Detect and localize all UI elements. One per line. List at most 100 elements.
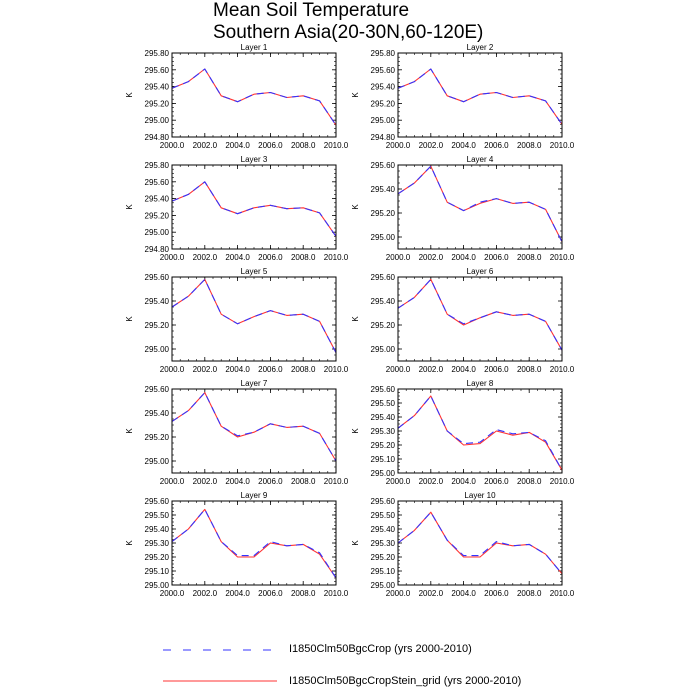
panel-5-xtick-label: 2002.0 <box>193 365 218 374</box>
panel-7-xtick-label: 2004.0 <box>225 477 250 486</box>
panel-9-series-stein-grid <box>171 508 337 579</box>
panel-6: Layer 6 K 295.00 295.20 295.40 295.60 2000.0 20… <box>351 267 575 374</box>
panel-5: Layer 5 K 295.00 295.20 295.40 295.60 2000.0 20… <box>125 267 349 374</box>
panel-9-xtick-label: 2010.0 <box>324 589 349 598</box>
panel-10-series-stein-grid <box>397 511 563 575</box>
panel-3-series-stein-grid <box>171 181 337 237</box>
panel-2-ytick-label: 295.80 <box>371 49 396 58</box>
panel-6-frame <box>397 276 563 362</box>
panel-4: Layer 4 K 295.00 295.20 295.40 295.60 2000.0 20… <box>351 155 575 262</box>
panel-3-xtick-label: 2008.0 <box>291 253 316 262</box>
panel-10-xtick-label: 2008.0 <box>517 589 542 598</box>
panel-2-xtick-label: 2010.0 <box>550 141 575 150</box>
panel-3-xtick-label: 2004.0 <box>225 253 250 262</box>
panel-6-xtick-label: 2000.0 <box>386 365 411 374</box>
panel-10-ytick-label: 295.50 <box>371 511 396 520</box>
panel-5-ytick-label: 295.40 <box>145 297 170 306</box>
panel-8-title: Layer 8 <box>467 379 494 388</box>
panel-1-title: Layer 1 <box>241 43 268 52</box>
panel-1-ytick-label: 295.00 <box>145 116 170 125</box>
panel-6-ytick-label: 295.40 <box>371 297 396 306</box>
panel-3-xtick-label: 2000.0 <box>160 253 185 262</box>
panel-1-xtick-label: 2004.0 <box>225 141 250 150</box>
panel-4-ytick-label: 295.20 <box>371 209 396 218</box>
figure-title-line-1: Mean Soil Temperature <box>213 0 410 21</box>
panel-3-ytick-label: 295.20 <box>145 211 170 220</box>
panel-10-series-crop <box>397 511 563 575</box>
panel-7-ytick-label: 295.20 <box>145 433 170 442</box>
panel-6-xtick-label: 2006.0 <box>484 365 509 374</box>
panel-10-ylabel: K <box>351 540 360 546</box>
panel-8-ytick-label: 295.40 <box>371 413 396 422</box>
panel-3-ytick-label: 294.80 <box>145 245 170 254</box>
panel-1-xtick-label: 2002.0 <box>193 141 218 150</box>
panel-3-xtick-label: 2002.0 <box>193 253 218 262</box>
panel-10-ytick-label: 295.60 <box>371 497 396 506</box>
panel-9-ytick-label: 295.30 <box>145 539 170 548</box>
panel-5-xtick-label: 2010.0 <box>324 365 349 374</box>
legend-label-stein-grid: I1850Clm50BgcCropStein_grid (yrs 2000-20… <box>289 675 522 687</box>
panel-10-ytick-label: 295.10 <box>371 567 396 576</box>
panel-10-frame <box>397 500 563 586</box>
panel-6-xtick-label: 2002.0 <box>419 365 444 374</box>
panel-9-ytick-label: 295.50 <box>145 511 170 520</box>
panel-9-xtick-label: 2000.0 <box>160 589 185 598</box>
panel-8-xtick-label: 2004.0 <box>451 477 476 486</box>
panel-5-ylabel: K <box>125 316 134 322</box>
panel-1: Layer 1 K 294.80 295.00 295.20 295.40 295.60 29… <box>125 43 349 150</box>
panel-9-ylabel: K <box>125 540 134 546</box>
panel-10-title: Layer 10 <box>464 491 496 500</box>
panel-6-series-stein-grid <box>397 278 563 351</box>
panel-4-ytick-label: 295.60 <box>371 161 396 170</box>
panel-8-series-crop <box>397 395 563 471</box>
panel-3-xtick-label: 2010.0 <box>324 253 349 262</box>
panel-4-frame <box>397 164 563 250</box>
panel-4-xtick-label: 2000.0 <box>386 253 411 262</box>
panel-9-series-crop <box>171 508 337 579</box>
panel-9-xtick-label: 2008.0 <box>291 589 316 598</box>
panel-4-ytick-label: 295.00 <box>371 233 396 242</box>
panel-4-xtick-label: 2006.0 <box>484 253 509 262</box>
panel-5-xtick-label: 2004.0 <box>225 365 250 374</box>
panel-5-xtick-label: 2000.0 <box>160 365 185 374</box>
panel-2-series-crop <box>397 68 563 125</box>
panel-7-ytick-label: 295.60 <box>145 385 170 394</box>
panel-8-ytick-label: 295.60 <box>371 385 396 394</box>
panel-8-ytick-label: 295.30 <box>371 427 396 436</box>
panel-9-ytick-label: 295.60 <box>145 497 170 506</box>
panel-3-ytick-label: 295.40 <box>145 195 170 204</box>
panel-1-ytick-label: 295.20 <box>145 99 170 108</box>
panel-5-ytick-label: 295.00 <box>145 345 170 354</box>
panel-3-xtick-label: 2006.0 <box>258 253 283 262</box>
panel-1-ytick-label: 294.80 <box>145 133 170 142</box>
panel-7-ytick-label: 295.40 <box>145 409 170 418</box>
panel-8-xtick-label: 2000.0 <box>386 477 411 486</box>
panel-3-title: Layer 3 <box>241 155 268 164</box>
panel-4-ytick-label: 295.40 <box>371 185 396 194</box>
panel-9-xtick-label: 2004.0 <box>225 589 250 598</box>
panel-8-xtick-label: 2010.0 <box>550 477 575 486</box>
panel-8-ytick-label: 295.10 <box>371 455 396 464</box>
panel-8-ytick-label: 295.00 <box>371 469 396 478</box>
panel-5-xtick-label: 2008.0 <box>291 365 316 374</box>
panel-10-xtick-label: 2010.0 <box>550 589 575 598</box>
panel-2-xtick-label: 2004.0 <box>451 141 476 150</box>
panel-6-ytick-label: 295.60 <box>371 273 396 282</box>
panel-10-ytick-label: 295.20 <box>371 553 396 562</box>
panel-1-ytick-label: 295.80 <box>145 49 170 58</box>
panel-1-xtick-label: 2000.0 <box>160 141 185 150</box>
legend-label-crop: I1850Clm50BgcCrop (yrs 2000-2010) <box>289 643 472 655</box>
panel-2-title: Layer 2 <box>467 43 494 52</box>
panel-5-xtick-label: 2006.0 <box>258 365 283 374</box>
panel-10-ytick-label: 295.40 <box>371 525 396 534</box>
panel-5-frame <box>171 276 337 362</box>
panel-6-series-crop <box>397 278 563 351</box>
panel-10-ytick-label: 295.00 <box>371 581 396 590</box>
panel-1-frame <box>171 52 337 138</box>
panel-3-ytick-label: 295.60 <box>145 178 170 187</box>
panel-7-series-stein-grid <box>171 392 337 462</box>
panel-2-xtick-label: 2000.0 <box>386 141 411 150</box>
panel-1-series-stein-grid <box>171 68 337 126</box>
panel-8-series-stein-grid <box>397 395 563 471</box>
panel-7-frame <box>171 388 337 474</box>
